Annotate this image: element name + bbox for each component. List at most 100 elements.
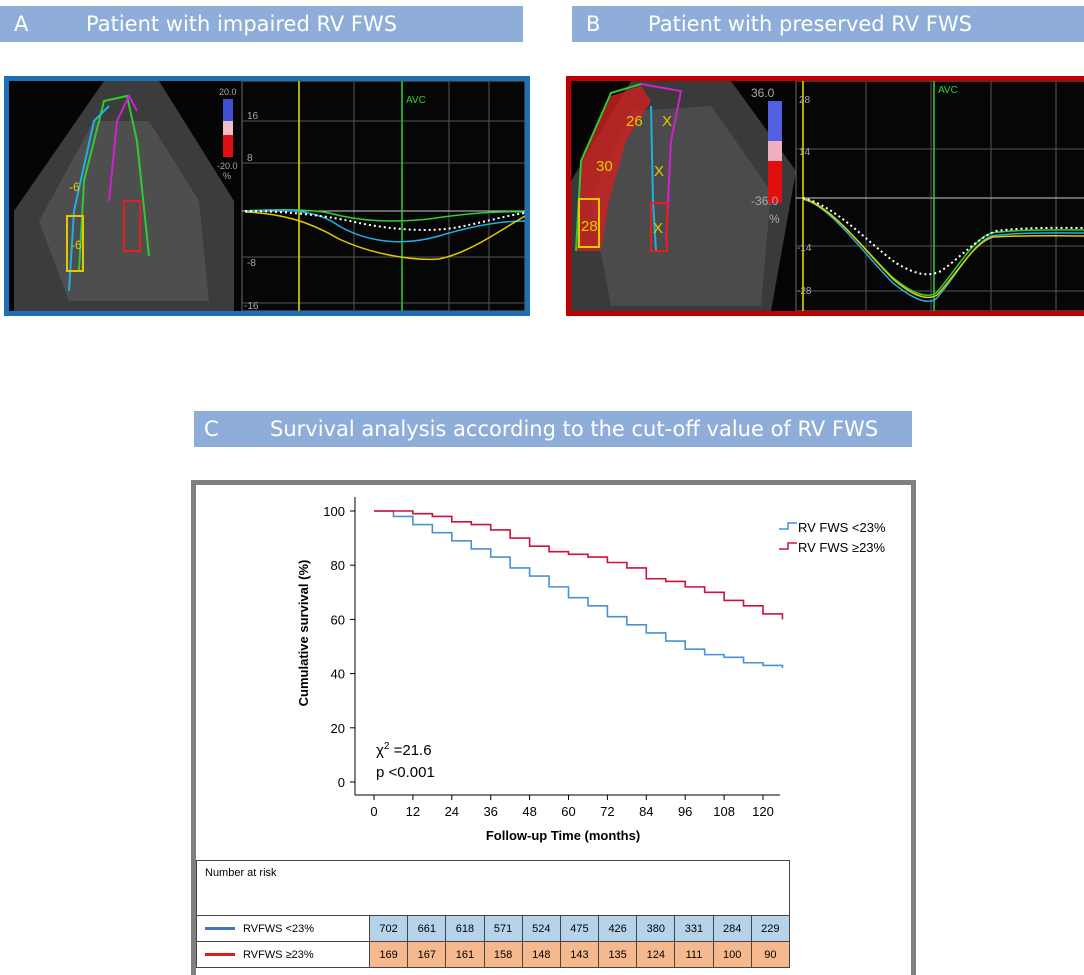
panel-b-strain-image: 26 30 28 X X X 36.0 -36.0 % AVC 28 14 -1… [566,76,1084,316]
strain-curve-yellow [802,198,1084,299]
echo-texture [591,106,771,306]
risk-table-header: Number at risk [196,860,790,916]
risk-row-low: RVFWS <23% 702 661 618 571 524 475 426 3… [196,915,791,942]
scale-pink [768,141,782,161]
rv-wall-red-fill [576,86,651,251]
p-value-label: p <0.001 [376,764,435,781]
risk-cell: 148 [521,941,561,968]
risk-cell: 475 [559,915,600,942]
risk-cell: 661 [407,915,447,942]
chi-square-label: χ2 =21.6 [376,741,432,759]
risk-cell: 143 [559,941,600,968]
survival-curve-low [374,510,784,669]
segment-value-mid: -6 [69,180,80,194]
panel-c-title: Survival analysis according to the cut-o… [270,417,879,441]
risk-cell: 158 [483,941,523,968]
rv-segment-septal [123,200,141,252]
risk-row-low-label: RVFWS <23% [196,915,370,942]
strain-curve-average [244,210,525,231]
risk-cell: 124 [636,941,676,968]
scale-blue [223,99,233,121]
panel-a-strain-image: -6 -6 20.0 -20.0 % AVC 16 8 -8 -16 [4,76,530,316]
legend-swatch-low [779,522,797,530]
y-tick-14: 14 [799,147,811,158]
avc-label: AVC [938,85,958,96]
scale-bottom-label: -36.0 [751,194,779,208]
y-axis-label: Cumulative survival (%) [296,560,311,707]
y-tick-label: 60 [331,612,345,627]
legend-label-high: RV FWS ≥23% [798,540,886,555]
risk-cell: 426 [598,915,638,942]
segment-value-septal-mid: X [654,163,664,180]
panel-b-header: B Patient with preserved RV FWS [572,6,1084,42]
rv-wall-trace-green [78,94,150,272]
panel-c-header: C Survival analysis according to the cut… [194,411,912,447]
strain-curve-average [802,197,1084,276]
y-tick-8: 8 [247,153,253,164]
x-tick-label: 108 [713,804,735,819]
scale-red [768,161,782,203]
y-tick-label: 80 [331,558,345,573]
risk-cell: 618 [445,915,485,942]
strain-curve-cyan [802,197,1084,303]
segment-value-septal-apical: X [662,113,672,130]
x-tick-label: 0 [370,804,377,819]
avc-label: AVC [406,95,426,106]
strain-plot-area [241,81,525,311]
legend: RV FWS <23% RV FWS ≥23% [779,520,886,555]
rv-segment-basal [578,198,600,248]
panel-a-letter: A [14,12,29,36]
rv-wall-trace-magenta [108,93,138,202]
x-tick-label: 96 [678,804,692,819]
risk-cell: 111 [674,941,714,968]
rv-segment-basal [66,215,84,272]
x-tick-label: 60 [561,804,575,819]
y-tick-16: 16 [247,111,259,122]
x-tick-label: 36 [483,804,497,819]
survival-chart: 0 12 24 36 48 60 72 84 96 108 120 0 20 40 60 80 100 Cumu… [296,497,886,843]
panel-b-title: Patient with preserved RV FWS [648,12,972,36]
risk-row-high-label: RVFWS ≥23% [196,941,370,968]
risk-row-high: RVFWS ≥23% 169 167 161 158 148 143 135 1… [196,941,791,968]
risk-swatch-low [205,927,235,931]
rv-wall-trace-magenta [640,83,683,242]
strain-plot-area [795,81,1084,311]
risk-cell: 380 [636,915,676,942]
x-axis-label: Follow-up Time (months) [486,828,640,843]
scale-unit: % [223,171,231,181]
rv-segment-septal [650,202,668,252]
x-tick-label: 12 [406,804,420,819]
scale-red [223,135,233,157]
segment-value-mid: 30 [596,158,613,175]
strain-curve-cyan [244,209,525,243]
x-tick-label: 120 [752,804,774,819]
rv-wall-trace-cyan [68,105,110,292]
risk-cell: 169 [368,941,409,968]
y-tick-neg16: -16 [244,301,259,311]
risk-cell: 161 [445,941,485,968]
risk-cell: 331 [674,915,714,942]
panel-a-title: Patient with impaired RV FWS [86,12,398,36]
x-tick-label: 84 [639,804,653,819]
y-tick-28: 28 [799,95,811,106]
strain-curve-yellow [244,211,525,261]
panel-a-header: A Patient with impaired RV FWS [0,6,523,42]
panel-c-letter: C [204,417,219,441]
risk-cell: 284 [712,915,752,942]
scale-blue [768,101,782,141]
strain-grid [242,81,525,311]
scale-pink [223,121,233,135]
rv-wall-trace-cyan [650,105,657,252]
y-tick-neg8: -8 [247,258,256,269]
legend-label-low: RV FWS <23% [798,520,886,535]
segment-value-basal: 28 [581,218,598,235]
survival-curve-high [374,510,784,620]
x-tick-label: 48 [522,804,536,819]
scale-top-label: 36.0 [751,86,775,100]
strain-curve-green [244,208,525,222]
risk-cell: 702 [368,915,409,942]
panel-a-echo-svg: -6 -6 20.0 -20.0 % AVC 16 8 -8 -16 [14,81,525,311]
risk-cell: 100 [712,941,752,968]
x-tick-label: 24 [445,804,459,819]
risk-cell: 167 [407,941,447,968]
